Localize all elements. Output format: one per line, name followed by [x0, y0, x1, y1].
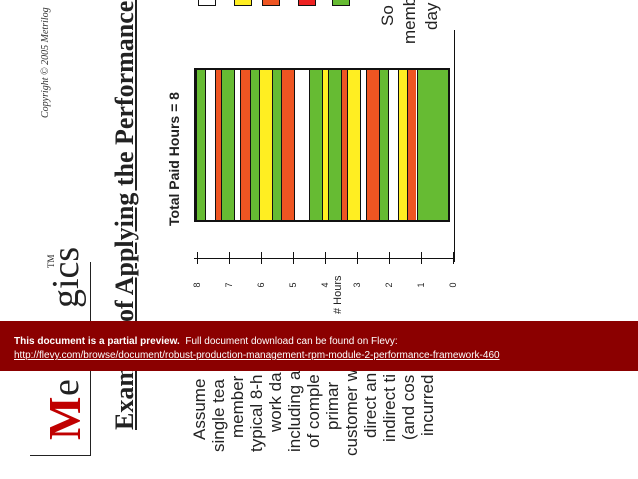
copyright-text: Copyright © 2005 Metrilog [40, 7, 51, 118]
body-line-2: single tea [209, 379, 228, 452]
bar-segment [293, 70, 310, 220]
bar-segment [328, 70, 341, 220]
x-tick-label: 6 [256, 282, 266, 288]
bar-segment [196, 70, 206, 220]
side-text-3: day [422, 2, 441, 30]
x-tick [293, 252, 294, 264]
banner-message: This document is a partial preview. Full… [14, 336, 398, 347]
bar-segment [281, 70, 294, 220]
side-text-2: memb [400, 0, 419, 44]
body-line-13: incurred [418, 374, 437, 436]
bar-segment [214, 70, 222, 220]
x-tick-label: 8 [192, 282, 202, 288]
x-tick [197, 252, 198, 264]
bar-segment [347, 70, 360, 220]
flevy-download-link[interactable]: http://flevy.com/browse/document/robust-… [14, 350, 500, 361]
x-axis-line [194, 258, 454, 259]
legend-swatch [234, 0, 252, 6]
trademark-mark: TM [46, 254, 56, 269]
bar-segment [240, 70, 250, 220]
bar-segment [340, 70, 348, 220]
preview-banner [0, 321, 638, 371]
bar-segment [233, 70, 241, 220]
x-tick [325, 252, 326, 264]
x-tick [357, 252, 358, 264]
x-tick [229, 252, 230, 264]
x-tick-label: 0 [448, 282, 458, 288]
slide-title-rest: of Applying the Performance F [110, 0, 139, 322]
bar-segment [271, 70, 282, 220]
logo-letter-m: M [39, 396, 90, 440]
bar-segment [388, 70, 398, 220]
bar-segment [378, 70, 389, 220]
body-line-1: Assume [190, 378, 209, 440]
x-axis-title: # Hours [332, 275, 344, 314]
x-tick-label: 1 [416, 282, 426, 288]
bar-segment [359, 70, 367, 220]
bar-segment [205, 70, 215, 220]
bar-segment [397, 70, 408, 220]
body-line-12: (and cos [399, 374, 418, 440]
body-line-8: primar [323, 381, 342, 430]
bar-segment [249, 70, 259, 220]
bar-segment [416, 70, 448, 220]
body-line-7: of comple [304, 374, 323, 448]
divider-line [454, 30, 455, 262]
body-line-9: customer w [342, 369, 361, 456]
legend-swatch [332, 0, 350, 6]
x-tick-label: 3 [352, 282, 362, 288]
body-line-4: typical 8-h [247, 374, 266, 452]
slide-title-start: Exam [110, 365, 139, 430]
body-line-3: member [228, 375, 247, 438]
x-tick-label: 7 [224, 282, 234, 288]
legend-swatch [262, 0, 280, 6]
bar-segment [309, 70, 322, 220]
horizontal-arrow-line [30, 455, 90, 456]
x-tick-label: 2 [384, 282, 394, 288]
x-tick-label: 4 [320, 282, 330, 288]
stacked-hours-bar [194, 68, 450, 222]
x-tick [453, 252, 454, 264]
body-line-6: including a [285, 370, 304, 452]
bar-segment [259, 70, 272, 220]
bar-segment [322, 70, 329, 220]
bar-segment [366, 70, 379, 220]
body-line-5: work da [266, 372, 285, 432]
x-tick [389, 252, 390, 264]
logo-letter-e: e [45, 379, 87, 396]
x-tick [261, 252, 262, 264]
body-line-10: direct an [361, 372, 380, 438]
legend-swatch [198, 0, 216, 6]
bar-segment [407, 70, 417, 220]
banner-bold-text: This document is a partial preview. [14, 336, 180, 347]
x-tick [421, 252, 422, 264]
chart-title: Total Paid Hours = 8 [166, 92, 182, 226]
banner-rest-text: Full document download can be found on F… [185, 336, 398, 347]
legend-swatch [298, 0, 316, 6]
body-line-11: indirect ti [380, 373, 399, 442]
side-text-1: So [378, 5, 397, 26]
x-tick-label: 5 [288, 282, 298, 288]
bar-segment [221, 70, 234, 220]
